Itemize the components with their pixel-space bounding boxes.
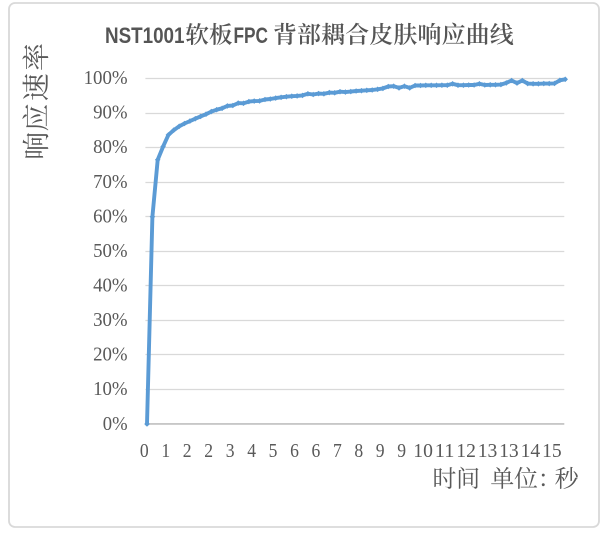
svg-text:30%: 30% <box>93 309 128 331</box>
svg-text:80%: 80% <box>93 136 128 158</box>
svg-text:3: 3 <box>226 440 235 462</box>
svg-text:9: 9 <box>397 440 406 462</box>
svg-text:100%: 100% <box>84 67 128 89</box>
svg-text:FPC: FPC <box>234 23 269 48</box>
svg-text:70%: 70% <box>93 171 128 193</box>
svg-text:6: 6 <box>312 440 321 462</box>
svg-text:60%: 60% <box>93 205 128 227</box>
svg-text:12: 12 <box>456 440 476 462</box>
svg-text:8: 8 <box>354 440 363 462</box>
svg-text:0%: 0% <box>103 413 128 435</box>
svg-text:11: 11 <box>435 440 455 462</box>
svg-text:40%: 40% <box>93 275 128 297</box>
svg-text:7: 7 <box>333 440 342 462</box>
svg-text:10: 10 <box>413 440 433 462</box>
svg-text:6: 6 <box>290 440 299 462</box>
svg-text:0: 0 <box>140 440 149 462</box>
svg-text:13: 13 <box>478 440 498 462</box>
svg-text:9: 9 <box>376 440 385 462</box>
svg-text:20%: 20% <box>93 344 128 366</box>
svg-text:10%: 10% <box>93 378 128 400</box>
svg-text:15: 15 <box>542 440 562 462</box>
svg-text:50%: 50% <box>93 240 128 262</box>
svg-text:4: 4 <box>247 440 256 462</box>
svg-text:90%: 90% <box>93 102 128 124</box>
svg-text:14: 14 <box>521 440 541 462</box>
svg-text:13: 13 <box>499 440 519 462</box>
svg-text:1: 1 <box>161 440 170 462</box>
svg-text:NST1001: NST1001 <box>105 23 185 48</box>
svg-text:2: 2 <box>183 440 192 462</box>
svg-text:5: 5 <box>269 440 278 462</box>
svg-text:2: 2 <box>204 440 213 462</box>
